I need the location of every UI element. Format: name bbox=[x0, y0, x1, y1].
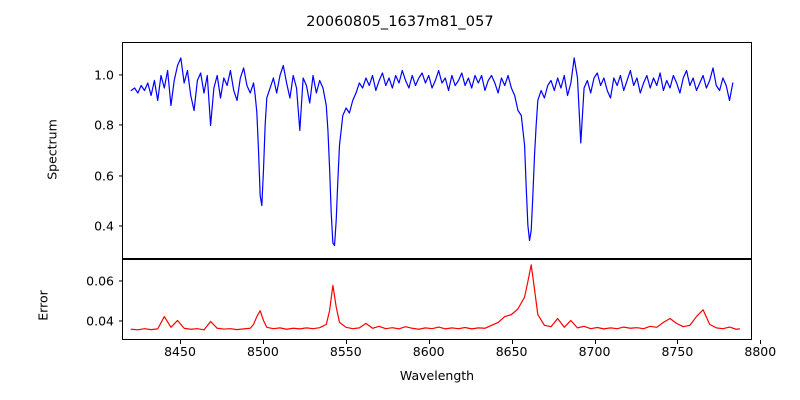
error-plot-area bbox=[123, 260, 751, 339]
x-axis-tick-label: 8700 bbox=[578, 344, 611, 359]
x-axis-tick-mark bbox=[594, 340, 596, 344]
error-ytick-label: 0.06 bbox=[86, 273, 114, 289]
spectrum-ytick-mark bbox=[118, 225, 122, 227]
x-axis-tick-mark bbox=[677, 340, 679, 344]
error-data-line bbox=[131, 265, 739, 330]
error-ytick-label: 0.04 bbox=[86, 313, 114, 329]
x-axis-tick-label: 8800 bbox=[744, 344, 777, 359]
spectrum-ytick-mark bbox=[118, 175, 122, 177]
x-axis-tick-mark bbox=[180, 340, 182, 344]
figure-title: 20060805_1637m81_057 bbox=[306, 14, 494, 30]
spectrum-ytick-label: 0.8 bbox=[94, 117, 114, 133]
error-ytick-mark bbox=[118, 320, 122, 322]
y-axis-label-spectrum: Spectrum bbox=[44, 119, 60, 180]
x-axis-tick-mark bbox=[428, 340, 430, 344]
x-axis-tick-label: 8750 bbox=[661, 344, 694, 359]
x-axis-tick-mark bbox=[760, 340, 762, 344]
x-axis-tick-mark bbox=[345, 340, 347, 344]
x-axis-tick-mark bbox=[262, 340, 264, 344]
spectrum-panel bbox=[122, 42, 752, 259]
spectrum-plot-area bbox=[123, 43, 751, 258]
spectrum-ytick-mark bbox=[118, 74, 122, 76]
y-axis-label-error: Error bbox=[35, 290, 51, 321]
spectrum-ytick-label: 0.4 bbox=[94, 218, 114, 234]
spectrum-ytick-mark bbox=[118, 124, 122, 126]
spectrum-ytick-label: 0.6 bbox=[94, 168, 114, 184]
x-axis-label: Wavelength bbox=[399, 368, 475, 383]
spectrum-ytick-label: 1.0 bbox=[94, 67, 114, 83]
x-axis-tick-label: 8450 bbox=[164, 344, 196, 359]
x-axis-tick-label: 8550 bbox=[329, 344, 362, 359]
error-ytick-mark bbox=[118, 280, 122, 282]
error-panel bbox=[122, 259, 752, 340]
x-axis-tick-label: 8600 bbox=[412, 344, 445, 359]
spectrum-data-line bbox=[131, 58, 733, 245]
x-axis-tick-label: 8500 bbox=[247, 344, 279, 359]
x-axis-tick-label: 8650 bbox=[495, 344, 528, 359]
x-axis-tick-mark bbox=[511, 340, 513, 344]
